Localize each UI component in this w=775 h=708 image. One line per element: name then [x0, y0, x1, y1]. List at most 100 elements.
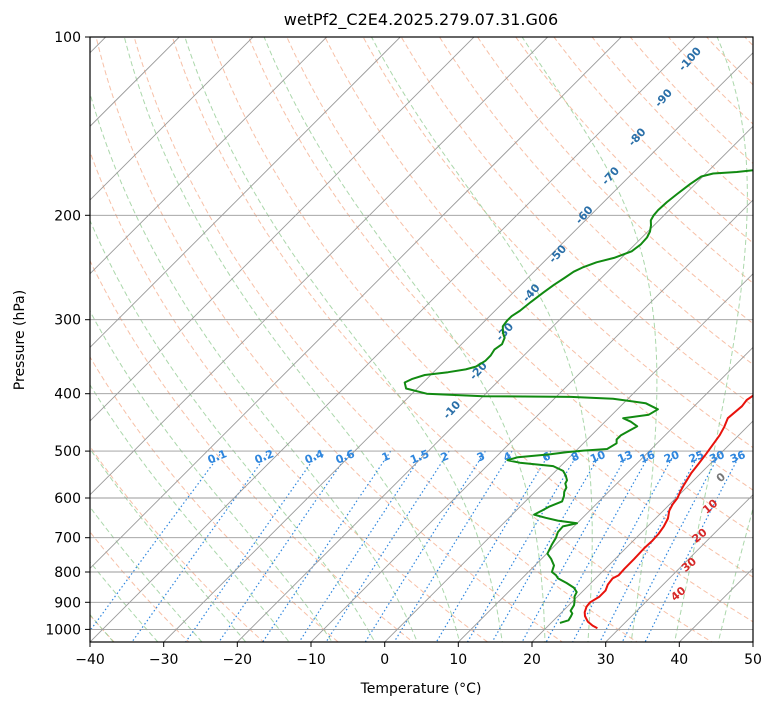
y-tick-label: 700 [54, 531, 81, 547]
x-tick-label: 50 [744, 652, 762, 668]
moist-adiabat-label: -50 [546, 242, 569, 266]
isotherm-line [236, 125, 753, 642]
dry-adiabat-line [90, 356, 339, 642]
moist-adiabat-label: -100 [676, 44, 704, 73]
moist-adiabat-line [90, 561, 159, 642]
isotherm-line [90, 37, 549, 496]
dry-adiabat-line [248, 37, 753, 578]
x-tick-label: 20 [523, 652, 541, 668]
mixing-ratio-label: 3 [475, 449, 487, 464]
isotherm-line [163, 52, 753, 642]
moist-adiabat-label: -60 [573, 203, 596, 227]
mixing-ratio-line [184, 450, 320, 642]
isotherm-line [90, 37, 401, 348]
dry-adiabat-line [324, 37, 753, 491]
dry-adiabat-line [438, 37, 753, 366]
isotherm-line [678, 567, 753, 642]
y-tick-label: 300 [54, 313, 81, 329]
mixing-ratio-line [298, 450, 425, 642]
mixing-ratio-line [521, 450, 631, 642]
isotherm-line [90, 37, 180, 127]
moist-adiabat-line [90, 310, 333, 642]
moist-adiabat-label: -80 [626, 125, 649, 149]
dry-adiabat-line [629, 37, 753, 165]
isotherm-line [310, 199, 753, 642]
x-tick-label: −10 [296, 652, 326, 668]
x-tick-label: 10 [449, 652, 467, 668]
x-axis-title: Temperature (°C) [360, 681, 482, 697]
mixing-ratio-line [572, 450, 677, 642]
y-axis-title: Pressure (hPa) [12, 290, 28, 390]
dry-adiabat-line [209, 37, 753, 623]
isotherm-line [90, 37, 475, 422]
moist-adiabat-line [184, 37, 503, 642]
dry-adiabat-line [705, 37, 753, 86]
plot-area: 0.1 0.2 0.4 0.6 1 1.5 2 3 4 6 8 10 13 16 20 25 30 36-100-… [90, 37, 753, 642]
x-tick-label: −20 [223, 652, 253, 668]
mixing-ratio-line [262, 450, 392, 642]
moist-adiabat-line [370, 37, 593, 642]
x-tick-label: 30 [597, 652, 615, 668]
dewpoint-profile-line [403, 169, 753, 624]
temperature-profile-line [583, 394, 753, 630]
mixing-ratio-label: 2 [439, 449, 451, 464]
isotherm-line [605, 494, 753, 642]
range-ring-label: 0 [714, 470, 728, 485]
moist-adiabat-label: -70 [599, 164, 622, 188]
mixing-ratio-label: 0.1 [206, 447, 229, 466]
isotherms [90, 37, 753, 642]
mixing-ratio-label: 20 [662, 448, 681, 466]
dry-adiabat-line [591, 37, 753, 204]
mixing-ratio-line [393, 450, 513, 642]
moist-adiabat-line [123, 37, 461, 642]
dry-adiabat-line [553, 37, 753, 244]
moist-adiabat-line [717, 506, 753, 642]
dry-adiabat-line [95, 37, 564, 642]
dry-adiabat-line [362, 37, 753, 449]
dry-adiabat-line [90, 259, 414, 642]
moist-adiabats [90, 37, 753, 642]
mixing-ratio-line [466, 450, 580, 642]
y-tick-label: 900 [54, 595, 81, 611]
mixing-ratio-label: 16 [638, 448, 657, 466]
y-tick-label: 1000 [45, 622, 81, 638]
y-tick-label: 800 [54, 565, 81, 581]
mixing-ratio-line [218, 450, 351, 642]
isotherm-line [384, 273, 753, 642]
y-tick-label: 100 [54, 30, 81, 46]
mixing-ratio-label: 0.2 [253, 447, 276, 466]
isotherm-line [457, 346, 753, 642]
moist-adiabat-label: -20 [467, 359, 490, 383]
range-ring-label: 20 [690, 526, 710, 546]
dry-adiabat-line [90, 531, 190, 642]
isotherm-line [90, 37, 254, 201]
dry-adiabat-line [90, 445, 265, 642]
dry-adiabat-line [667, 37, 753, 125]
mixing-ratio-label: 13 [616, 448, 635, 466]
mixing-ratio-line [364, 450, 486, 642]
mixing-ratio-lines [90, 450, 743, 642]
y-tick-label: 600 [54, 491, 81, 507]
x-tick-label: −40 [75, 652, 105, 668]
mixing-ratio-label: 8 [569, 449, 581, 464]
y-tick-label: 200 [54, 208, 81, 224]
moist-adiabat-line [90, 91, 418, 642]
dry-adiabats [90, 37, 753, 642]
chart-title: wetPf2_C2E4.2025.279.07.31.G06 [284, 10, 558, 30]
isotherm-line [752, 641, 753, 642]
mixing-ratio-line [90, 450, 223, 632]
y-tick-label: 500 [54, 444, 81, 460]
mixing-ratio-label: 0.6 [334, 447, 357, 466]
isotherm-line [90, 37, 622, 570]
mixing-ratio-label: 10 [588, 448, 607, 466]
moist-adiabat-label: -90 [652, 86, 675, 110]
dry-adiabat-line [476, 37, 753, 325]
mixing-ratio-label: 30 [707, 448, 726, 466]
mixing-ratio-line [325, 450, 450, 642]
moist-adiabat-line [674, 37, 748, 642]
mixing-ratio-label: 1.5 [408, 447, 431, 466]
moist-adiabat-label: -10 [440, 398, 463, 422]
isotherm-line [90, 37, 696, 642]
mixing-ratio-line [621, 450, 722, 642]
